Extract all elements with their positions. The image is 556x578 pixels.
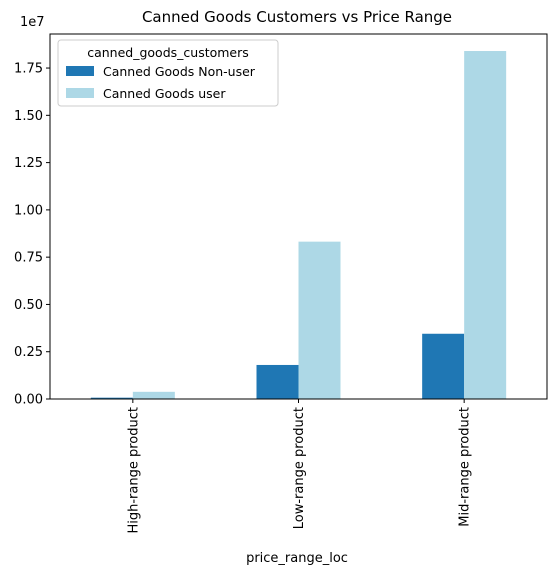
legend: canned_goods_customers Canned Goods Non-u… xyxy=(57,39,279,107)
y-tick-label: 1.00 xyxy=(14,203,43,218)
y-tick-label: 1.25 xyxy=(14,156,43,171)
legend-swatch-0 xyxy=(66,66,94,76)
x-tick-label: Mid-range product xyxy=(458,407,473,527)
y-tick-label: 1.50 xyxy=(14,109,43,124)
axes-layer: 0.00 0.25 0.50 0.75 1.00 1.25 1.50 1.75 High-ran… xyxy=(14,33,548,534)
x-tick-label: Low-range product xyxy=(292,407,307,529)
y-tick-label: 0.00 xyxy=(14,393,43,408)
legend-entry-1: Canned Goods user xyxy=(103,86,226,101)
bar-user-0 xyxy=(132,391,175,399)
x-axis-label: price_range_loc xyxy=(246,551,348,566)
bar-non-user-1 xyxy=(256,364,299,399)
x-tick-label: High-range product xyxy=(126,407,141,534)
y-tick-label: 1.75 xyxy=(14,62,43,77)
bar-non-user-2 xyxy=(422,333,465,399)
y-axis-offset-label: 1e7 xyxy=(20,15,45,30)
legend-swatch-1 xyxy=(66,88,94,98)
bar-user-1 xyxy=(298,241,341,399)
y-tick-label: 0.25 xyxy=(14,345,43,360)
legend-entry-0: Canned Goods Non-user xyxy=(103,64,256,79)
legend-box xyxy=(57,39,279,107)
bars-layer xyxy=(90,51,507,400)
chart-title: Canned Goods Customers vs Price Range xyxy=(142,8,452,26)
bar-user-2 xyxy=(464,51,507,400)
bar-non-user-0 xyxy=(90,397,133,399)
y-tick-label: 0.50 xyxy=(14,298,43,313)
legend-title: canned_goods_customers xyxy=(87,45,249,60)
y-tick-label: 0.75 xyxy=(14,251,43,266)
